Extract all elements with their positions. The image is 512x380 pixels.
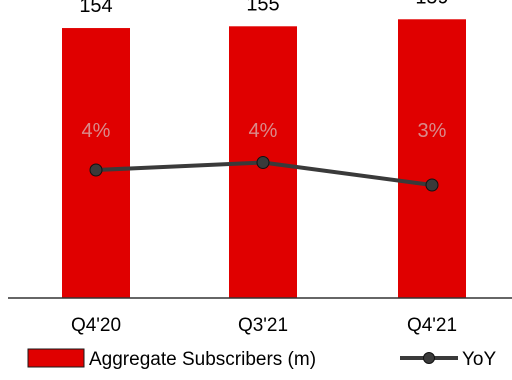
- bar-2: [398, 19, 466, 299]
- yoy-value-label-0: 4%: [82, 120, 111, 142]
- bar-0: [62, 28, 130, 298]
- category-label-2: Q4'21: [407, 315, 457, 336]
- yoy-line-layer: [89, 156, 439, 192]
- bar-value-label-0: 154: [79, 0, 112, 17]
- yoy-value-label-2: 3%: [418, 120, 447, 142]
- bar-value-label-1: 155: [246, 0, 279, 15]
- legend: Aggregate Subscribers (m) YoY: [27, 348, 496, 370]
- legend-line-label: YoY: [462, 349, 496, 370]
- yoy-point-0: [89, 163, 103, 177]
- category-label-1: Q3'21: [238, 315, 288, 336]
- yoy-point-2: [425, 178, 439, 192]
- legend-line-marker: [423, 352, 435, 364]
- legend-bar-swatch: [27, 348, 85, 368]
- yoy-value-label-1: 4%: [249, 120, 278, 142]
- category-label-0: Q4'20: [71, 315, 121, 336]
- labels-layer: 154 Q4'20 155 Q3'21 159 Q4'21 4% 4% 3%: [71, 0, 457, 336]
- bar-value-label-2: 159: [415, 0, 448, 8]
- legend-bar-label: Aggregate Subscribers (m): [89, 349, 316, 370]
- yoy-point-1: [256, 156, 270, 169]
